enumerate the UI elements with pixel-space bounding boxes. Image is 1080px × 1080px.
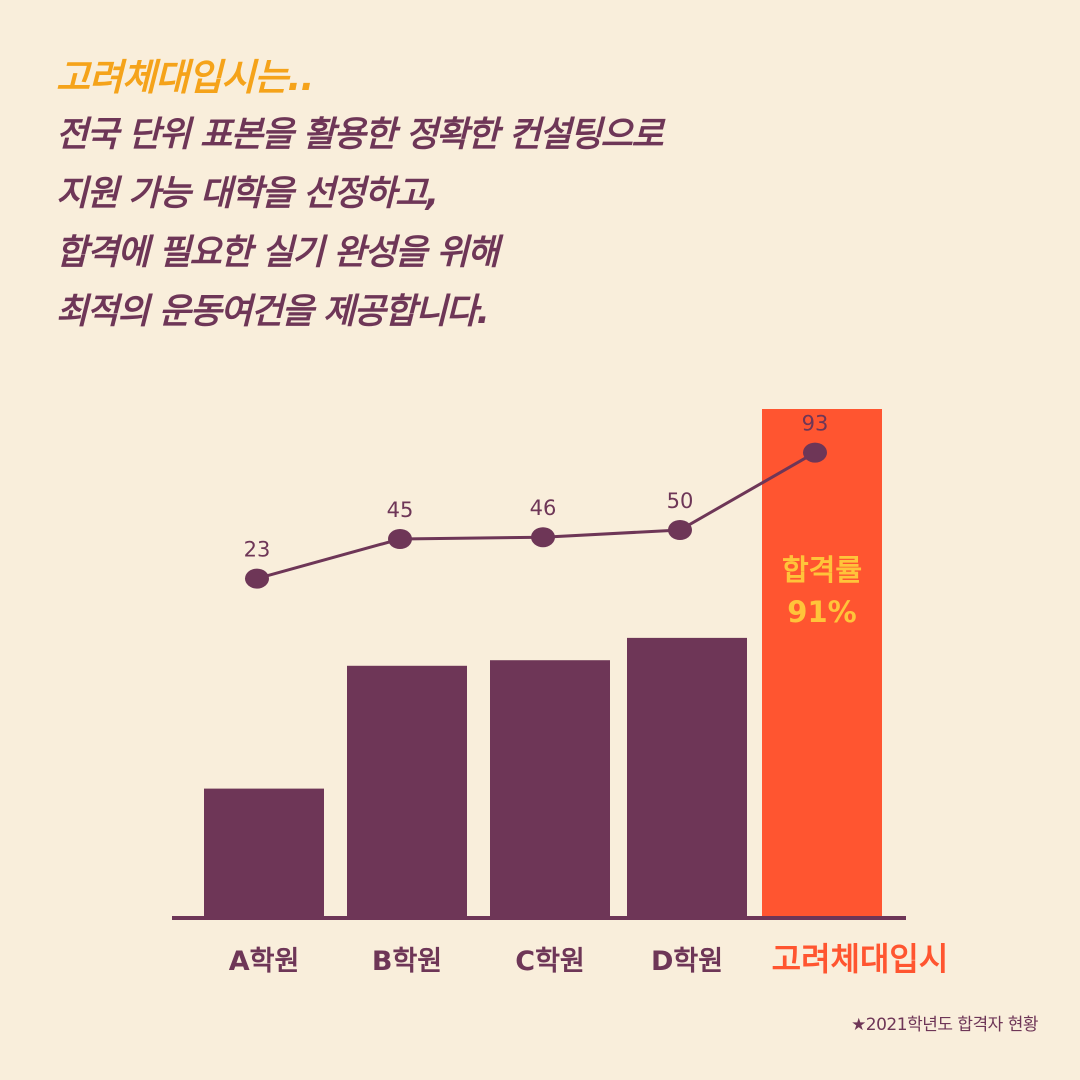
line-point [245, 568, 269, 589]
bar-2 [347, 665, 467, 917]
point-label: 46 [530, 496, 557, 520]
highlight-bar-caption: 합격률 [782, 553, 862, 587]
tick-label: B학원 [372, 946, 442, 977]
line-point [803, 442, 827, 463]
tick-label: A학원 [229, 946, 300, 977]
headline-line-4: 최적의 운동여건을 제공합니다. [56, 292, 490, 332]
highlight-bar-value: 91% [787, 595, 856, 629]
line-point [531, 527, 555, 548]
line-point [668, 520, 692, 540]
bar-highlight [762, 409, 882, 917]
point-label: 93 [802, 412, 829, 436]
brand-title: 고려체대입시는.. [56, 56, 314, 99]
headline-line-2: 지원 가능 대학을 선정하고, [56, 174, 439, 214]
point-label: 45 [387, 498, 414, 522]
tick-label: D학원 [651, 946, 723, 977]
point-label: 23 [244, 538, 271, 562]
tick-label-highlight: 고려체대입시 [772, 940, 949, 978]
point-label: 50 [667, 489, 694, 513]
headline: 고려체대입시는.. 전국 단위 표본을 활용한 정확한 컨설팅으로 지원 가능 … [56, 50, 816, 342]
line-point [388, 529, 412, 549]
tick-label: C학원 [515, 946, 585, 977]
bar-3 [490, 660, 610, 917]
headline-line-1: 전국 단위 표본을 활용한 정확한 컨설팅으로 [56, 115, 664, 155]
bar-4 [627, 637, 747, 917]
footnote: ★2021학년도 합격자 현황 [851, 1015, 1038, 1035]
bar-1 [204, 788, 324, 917]
headline-line-3: 합격에 필요한 실기 완성을 위해 [56, 233, 499, 273]
